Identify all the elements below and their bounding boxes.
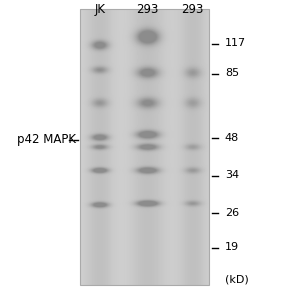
Text: JK: JK — [94, 3, 105, 16]
Text: (kD): (kD) — [225, 274, 249, 284]
Text: 26: 26 — [225, 208, 239, 218]
Text: 293: 293 — [181, 3, 204, 16]
Text: 48: 48 — [225, 133, 239, 143]
Text: 117: 117 — [225, 38, 246, 49]
Text: 293: 293 — [136, 3, 159, 16]
Text: 85: 85 — [225, 68, 239, 79]
Text: 19: 19 — [225, 242, 239, 253]
Text: p42 MAPK: p42 MAPK — [17, 133, 76, 146]
Text: 34: 34 — [225, 170, 239, 181]
